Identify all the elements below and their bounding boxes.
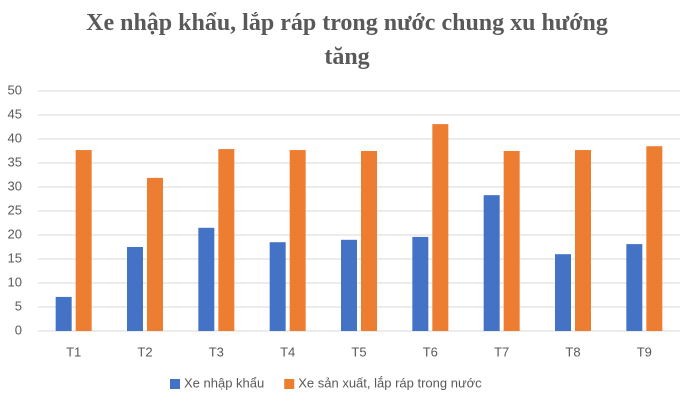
bar: [341, 239, 357, 331]
bar: [289, 150, 306, 331]
bar: [55, 296, 72, 331]
bar: [432, 124, 449, 332]
y-tick-label: 0: [15, 322, 22, 337]
legend-label: Xe nhập khẩu: [184, 375, 264, 390]
bar: [147, 177, 163, 331]
x-tick-label: T6: [423, 344, 438, 359]
bar: [626, 244, 643, 331]
legend-swatch: [284, 379, 295, 389]
x-tick-label: T3: [209, 344, 224, 359]
y-tick-label: 40: [8, 130, 22, 145]
bar: [218, 149, 235, 331]
bar: [75, 150, 92, 331]
legend-swatch: [170, 379, 180, 389]
x-tick-label: T4: [280, 344, 295, 359]
bar: [646, 146, 663, 331]
x-tick-label: T2: [137, 344, 152, 359]
bar: [198, 227, 215, 331]
legend-label: Xe sản xuất, lắp ráp trong nước: [298, 375, 482, 390]
bar: [127, 247, 143, 331]
bar: [483, 195, 500, 331]
bar: [503, 151, 520, 331]
bar: [575, 150, 591, 331]
y-tick-label: 50: [8, 82, 22, 97]
bar: [412, 236, 429, 331]
bar: [361, 151, 377, 331]
x-tick-label: T7: [494, 344, 509, 359]
chart-title: Xe nhập khẩu, lắp ráp trong nước chung x…: [86, 10, 608, 70]
x-tick-label: T8: [565, 344, 580, 359]
bar: [555, 254, 571, 331]
y-tick-label: 25: [8, 202, 22, 217]
x-tick-label: T9: [637, 344, 652, 359]
y-tick-label: 10: [8, 274, 22, 289]
y-tick-label: 35: [8, 154, 22, 169]
y-tick-label: 20: [8, 226, 22, 241]
bar: [269, 242, 286, 331]
y-tick-label: 15: [8, 250, 22, 265]
y-tick-label: 45: [8, 106, 22, 121]
y-tick-label: 5: [15, 298, 22, 313]
x-tick-label: T5: [351, 344, 366, 359]
x-tick-label: T1: [66, 344, 81, 359]
y-tick-label: 30: [8, 178, 22, 193]
